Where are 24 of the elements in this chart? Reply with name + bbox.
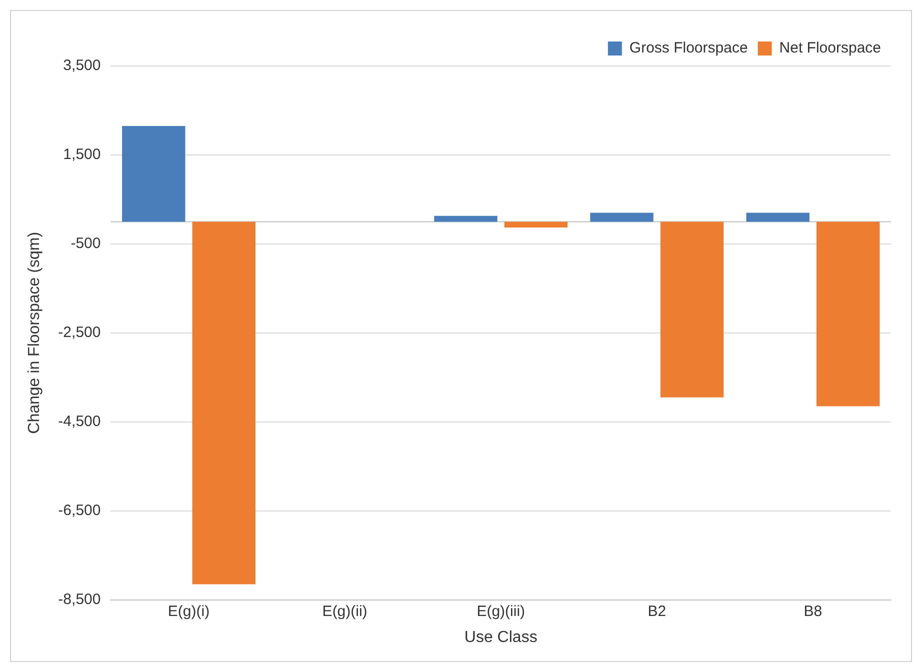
legend-label: Net Floorspace	[779, 40, 882, 57]
bar	[504, 222, 568, 228]
bar	[660, 222, 724, 398]
x-tick-label: B2	[648, 602, 666, 620]
y-tick-label: -4,500	[58, 413, 101, 430]
y-axis-title: Change in Floorspace (sqm)	[26, 232, 44, 434]
x-tick-label: E(g)(i)	[168, 602, 210, 620]
x-tick-label: B8	[804, 602, 822, 620]
bar	[590, 212, 654, 222]
bar	[192, 222, 256, 584]
y-tick-label: 3,500	[63, 57, 101, 74]
legend-label: Gross Floorspace	[629, 40, 748, 57]
bar	[434, 216, 498, 222]
bar	[122, 126, 186, 222]
x-axis-title: Use Class	[464, 628, 538, 646]
bar	[746, 212, 810, 222]
bar	[816, 222, 880, 406]
x-tick-label: E(g)(iii)	[476, 602, 526, 620]
y-tick-label: -8,500	[58, 590, 101, 608]
y-tick-label: -500	[70, 235, 101, 252]
y-tick-label: -2,500	[58, 324, 101, 342]
y-tick-label: -6,500	[58, 502, 101, 519]
y-tick-label: 1,500	[63, 146, 101, 164]
x-tick-label: E(g)(ii)	[322, 602, 368, 620]
